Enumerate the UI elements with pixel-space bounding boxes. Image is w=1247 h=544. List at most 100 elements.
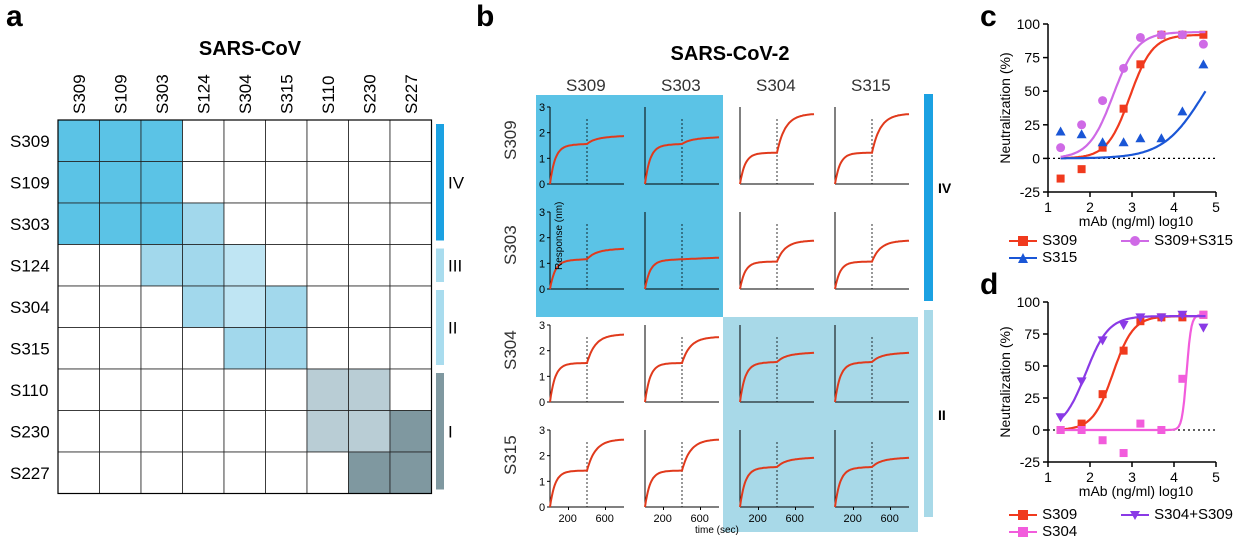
panel-d-xtick-label-3: 3 — [1128, 469, 1136, 485]
group-bar-II — [436, 290, 444, 365]
panel-d-ytick-label-50: 50 — [1024, 358, 1040, 374]
panel-c-series-s309-s315-point-1 — [1077, 120, 1087, 130]
row-label-S230: S230 — [10, 422, 50, 441]
heatmap-cell-S124-S309 — [57, 244, 100, 287]
b-S309-S309-ytick-label-0: 0 — [539, 179, 545, 191]
heatmap-cell-S110-S315 — [265, 368, 308, 411]
b-S304-S309-ytick-label-0: 0 — [539, 397, 545, 409]
col-label-S227: S227 — [402, 74, 421, 114]
panel-c-ytick-label-25: 25 — [1024, 117, 1040, 133]
heatmap-cell-S303-S303 — [140, 202, 183, 245]
heatmap-cell-S315-S230 — [348, 327, 391, 370]
heatmap-cell-S315-S315 — [265, 327, 308, 370]
panel-c-xtick-label-2: 2 — [1086, 199, 1094, 215]
panel-c-ytick-label-75: 75 — [1024, 50, 1040, 66]
panel-d-series-s304-point-7 — [1199, 310, 1208, 319]
b-S303-S303-curve — [644, 256, 719, 290]
heatmap-cell-S230-S124 — [182, 410, 225, 453]
heatmap-cell-S227-S124 — [182, 451, 225, 494]
panel-d-xlabel: mAb (ng/ml) log10 — [1079, 483, 1194, 499]
b-S304-S315-curve — [834, 351, 910, 403]
panel-d-ytick-label-0: 0 — [1032, 422, 1040, 438]
panel-d-series-s304-s309-point-1 — [1076, 377, 1087, 387]
panel-c-series-s309-point-0 — [1056, 174, 1065, 183]
heatmap-cell-S227-S110 — [306, 451, 349, 494]
b-S303-S315-curve — [834, 239, 910, 290]
heatmap-cell-S124-S230 — [348, 244, 391, 287]
b-xlabel: time (sec) — [695, 525, 739, 536]
block-bg-IV — [536, 95, 723, 317]
heatmap-cell-S109-S227 — [389, 161, 432, 204]
panel-c-series-s309-point-4 — [1136, 60, 1145, 69]
heatmap-cell-S227-S109 — [99, 451, 142, 494]
heatmap-cell-S303-S109 — [99, 202, 142, 245]
b-col-label-S309: S309 — [566, 76, 606, 95]
panel-d-series-s304-s309-point-7 — [1198, 323, 1209, 333]
heatmap-cell-S303-S110 — [306, 202, 349, 245]
b-row-label-S304: S304 — [501, 330, 520, 370]
b-S315-S315-curve — [834, 456, 910, 508]
b-S315-S309-ytick-label-3: 3 — [539, 425, 545, 437]
heatmap-cell-S303-S124 — [182, 202, 225, 245]
col-label-S304: S304 — [236, 74, 255, 114]
group-bar-III — [436, 248, 444, 282]
col-label-S303: S303 — [153, 74, 172, 114]
panel-c-series-s315-point-0 — [1055, 126, 1066, 136]
panel-c-series-s309-s315-point-6 — [1177, 30, 1187, 40]
heatmap-cell-S110-S110 — [306, 368, 349, 411]
b-S315-S303-xtick-label-200: 200 — [654, 513, 672, 525]
b-row-label-S315: S315 — [501, 435, 520, 475]
heatmap-cell-S304-S227 — [389, 285, 432, 328]
panel-c-series-s309-s315-point-7 — [1198, 39, 1208, 49]
b-S315-S304-xtick-label-200: 200 — [749, 513, 767, 525]
heatmap-cell-S303-S227 — [389, 202, 432, 245]
panel-d-series-s304-point-2 — [1098, 436, 1107, 445]
heatmap-cell-S124-S227 — [389, 244, 432, 287]
panel-d-series-s309-point-3 — [1119, 346, 1128, 355]
heatmap-cell-S227-S227 — [389, 451, 432, 494]
heatmap-cell-S109-S109 — [99, 161, 142, 204]
legend-d-item-s309: S309 — [1008, 506, 1077, 523]
heatmap-cell-S315-S304 — [223, 327, 266, 370]
b-S315-S304-xtick-label-600: 600 — [786, 513, 804, 525]
b-S315-S303-curve — [644, 438, 720, 508]
panel-d-series-s304-point-4 — [1136, 419, 1145, 428]
b-S304-S309-curve — [549, 333, 624, 403]
panel-letter-d: d — [980, 268, 999, 301]
heatmap-cell-S227-S315 — [265, 451, 308, 494]
panel-c-series-s315-point-4 — [1135, 133, 1146, 143]
b-S315-S309-ytick-label-2: 2 — [539, 451, 545, 463]
panel-c-series-s309-s315-point-5 — [1156, 30, 1166, 40]
heatmap-cell-S303-S315 — [265, 202, 308, 245]
heatmap-cell-S109-S304 — [223, 161, 266, 204]
b-ylabel: Response (nm) — [554, 202, 565, 270]
b-S315-S309-curve — [549, 438, 625, 508]
heatmap-cell-S109-S124 — [182, 161, 225, 204]
heatmap-cell-S110-S230 — [348, 368, 391, 411]
heatmap-cell-S124-S303 — [140, 244, 183, 287]
heatmap-cell-S124-S124 — [182, 244, 225, 287]
heatmap-cell-S110-S304 — [223, 368, 266, 411]
heatmap-cell-S230-S110 — [306, 410, 349, 453]
b-group-bar-IV — [924, 94, 933, 301]
panel-d-series-s304-s309-point-4 — [1135, 313, 1146, 323]
panel-c-series-s309-s315-point-2 — [1098, 96, 1108, 106]
heatmap-cell-S230-S309 — [57, 410, 100, 453]
heatmap-cell-S110-S124 — [182, 368, 225, 411]
b-S303-S309-ytick-label-0: 0 — [539, 284, 545, 296]
panel-d-series-s304-point-3 — [1119, 449, 1128, 458]
heatmap-cell-S230-S303 — [140, 410, 183, 453]
panel-c-xlabel: mAb (ng/ml) log10 — [1079, 213, 1194, 229]
heatmap-border — [57, 119, 433, 495]
b-group-bar-II — [924, 310, 933, 517]
panel-c-ytick-label--25: -25 — [1020, 184, 1040, 200]
heatmap-cell-S309-S304 — [223, 119, 266, 162]
heatmap-cell-S303-S304 — [223, 202, 266, 245]
b-S315-S309-ytick-label-1: 1 — [539, 476, 545, 488]
b-S309-S304-curve — [739, 113, 815, 185]
heatmap-cell-S315-S227 — [389, 327, 432, 370]
heatmap-cell-S309-S124 — [182, 119, 225, 162]
panel-c-series-s315-point-7 — [1198, 59, 1209, 69]
b-S309-S303-curve — [644, 136, 720, 185]
legend-c-item-s309: S309 — [1008, 232, 1077, 249]
